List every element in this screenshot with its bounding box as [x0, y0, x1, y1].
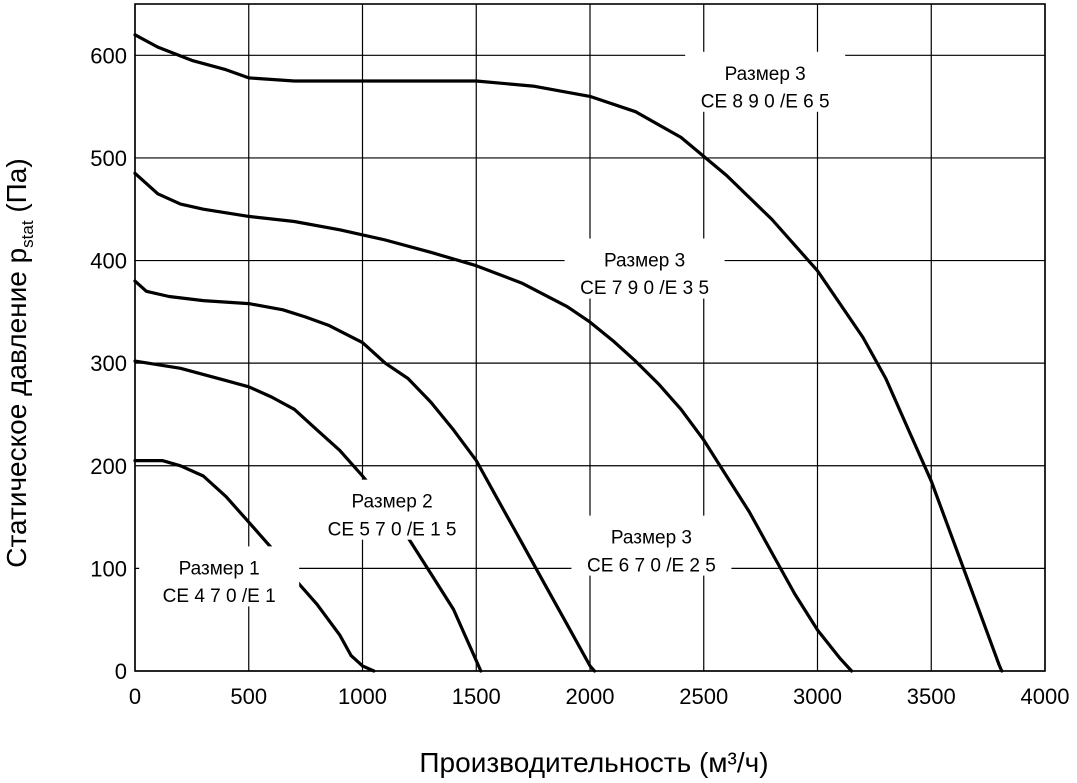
- x-tick-label: 1000: [338, 684, 387, 709]
- curve-label-size: Размер 3: [725, 64, 806, 85]
- y-tick-label: 500: [90, 146, 127, 171]
- x-tick-label: 2000: [566, 684, 615, 709]
- y-tick-label: 300: [90, 351, 127, 376]
- curve-label-model: CE 5 7 0 /E 1 5: [328, 519, 457, 540]
- y-tick-label: 600: [90, 43, 127, 68]
- curve-label-background: [312, 479, 473, 540]
- curve-label-background: [685, 51, 846, 112]
- curve-label-size: Размер 3: [611, 528, 692, 549]
- x-tick-label: 3500: [907, 684, 956, 709]
- y-tick-label: 400: [90, 249, 127, 274]
- x-tick-label: 1500: [452, 684, 501, 709]
- curve-label-size: Размер 2: [351, 492, 432, 513]
- y-tick-label: 100: [90, 556, 127, 581]
- curve-label-background: [564, 238, 725, 299]
- y-tick-label: 200: [90, 454, 127, 479]
- curve-labels: Размер 1 CE 4 7 0 /E 1 Размер 2 CE 5 7 0 /E…: [139, 51, 846, 607]
- y-axis-title: Статическое давление pstat (Па): [1, 158, 37, 567]
- y-axis-title-unit: (Па): [1, 158, 32, 220]
- x-tick-label: 3000: [793, 684, 842, 709]
- x-tick-label: 2500: [679, 684, 728, 709]
- curve-series-3: [133, 279, 597, 673]
- y-tick-labels: 0 100 200 300 400 500 600: [90, 43, 127, 684]
- curves: [133, 33, 1004, 673]
- curve-series-5: [133, 33, 1004, 673]
- y-axis-title-main: Статическое давление p: [1, 248, 32, 568]
- x-tick-label: 0: [129, 684, 141, 709]
- y-axis-title-subscript: stat: [18, 220, 37, 248]
- curve-label-size: Размер 1: [179, 558, 260, 579]
- curve-label-size: Размер 3: [604, 251, 685, 272]
- curve-series-2: [133, 359, 483, 673]
- x-tick-labels: 0 500 1000 1500 2000 2500 3000 3500 4000: [129, 684, 1070, 709]
- curve-series-4: [133, 171, 854, 673]
- x-tick-label: 4000: [1021, 684, 1070, 709]
- curve-label-background: [139, 546, 300, 607]
- plot-frame: [134, 3, 1046, 672]
- curve-label-model: CE 7 9 0 /E 3 5: [580, 278, 709, 299]
- curve-label-model: CE 6 7 0 /E 2 5: [587, 555, 716, 576]
- x-axis-title: Производительность (м³/ч): [419, 747, 768, 778]
- curve-label-model: CE 4 7 0 /E 1: [163, 586, 276, 607]
- curve-label-model: CE 8 9 0 /E 6 5: [701, 91, 830, 112]
- y-tick-label: 0: [115, 659, 127, 684]
- x-tick-label: 500: [230, 684, 267, 709]
- curve-label-background: [571, 515, 732, 576]
